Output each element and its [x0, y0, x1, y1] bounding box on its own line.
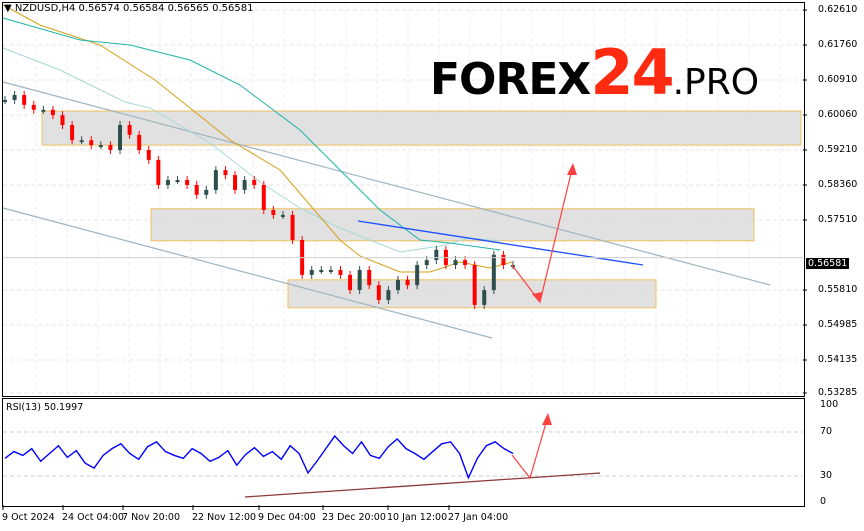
symbol-quote: NZDUSD,H4 0.56574 0.56584 0.56565 0.5658… [14, 3, 254, 14]
time-tick-label: 10 Jan 12:00 [387, 512, 448, 523]
price-tick-label: 0.53285 [818, 387, 858, 398]
candle-body [31, 104, 36, 110]
candle-body [501, 254, 506, 266]
arrowhead-icon [567, 163, 577, 175]
rsi-panel[interactable] [2, 398, 805, 507]
rsi-forecast-arrow [511, 415, 549, 480]
time-tick-label: 27 Jan 04:00 [448, 512, 509, 523]
candle-body [79, 140, 84, 143]
candle-body [434, 249, 439, 261]
candle-body [204, 189, 209, 195]
candle-body [309, 269, 314, 275]
candle-body [482, 290, 487, 305]
candle-body [41, 109, 46, 112]
arrowhead-icon [542, 413, 552, 425]
support-resistance-zone [287, 279, 657, 309]
rsi-tick-label: 30 [820, 470, 833, 481]
candle-body [12, 95, 17, 100]
candle-body [175, 180, 180, 183]
candle-body [70, 124, 75, 141]
logo-text: FOREX [430, 54, 591, 105]
candle-body [137, 134, 142, 151]
candle-body [252, 180, 257, 185]
candle-body [319, 269, 324, 272]
candle-body [463, 260, 468, 266]
candle-body [233, 175, 238, 190]
candle-body [491, 254, 496, 291]
candle-body [348, 274, 353, 291]
candle-body [118, 124, 123, 151]
channel-lower-line [2, 207, 493, 339]
channel-upper-line [2, 81, 771, 286]
price-tick-label: 0.57510 [818, 214, 858, 225]
rsi-tick-label: 70 [820, 426, 833, 437]
candle-body [127, 124, 132, 135]
price-tick-label: 0.59210 [818, 144, 858, 155]
triangle-down-icon[interactable]: ▼ [4, 3, 15, 14]
candle-body [165, 180, 170, 185]
rsi-tick-label: 0 [820, 496, 827, 507]
rsi-title: RSI(13) 50.1997 [6, 402, 84, 413]
candle-body [395, 279, 400, 291]
candle-body [367, 269, 372, 286]
logo-number: 24 [590, 36, 674, 109]
price-tick-label: 0.60060 [818, 109, 858, 120]
time-tick-label: 7 Nov 20:00 [122, 512, 181, 523]
time-tick-label: 9 Oct 2024 [2, 512, 55, 523]
candle-body [185, 180, 190, 185]
candle-body [3, 99, 7, 102]
candle-body [424, 260, 429, 266]
candle-body [376, 285, 381, 300]
candle-body [271, 210, 276, 215]
price-tick-label: 0.55810 [818, 284, 858, 295]
candle-body [98, 145, 103, 148]
logo-domain: .PRO [672, 62, 760, 103]
time-tick-label: 9 Dec 04:00 [258, 512, 316, 523]
rsi-line [4, 434, 514, 480]
moving-average-teal [2, 17, 501, 251]
candle-body [280, 214, 285, 217]
candle-body [156, 159, 161, 185]
candle-body [357, 269, 362, 291]
candle-body [386, 290, 391, 300]
candle-body [472, 265, 477, 305]
symbol-header: ▼ NZDUSD,H4 0.56574 0.56584 0.56565 0.56… [4, 3, 253, 14]
candle-body [89, 140, 94, 146]
candle-body [338, 269, 343, 275]
price-tick-label: 0.60910 [818, 74, 858, 85]
price-tick-label: 0.61760 [818, 39, 858, 50]
candle-body [50, 109, 55, 116]
price-tick-label: 0.58360 [818, 179, 858, 190]
support-resistance-zone [41, 110, 802, 146]
price-tick-label: 0.54135 [818, 354, 858, 365]
rsi-tick-label: 100 [820, 399, 839, 410]
candle-body [415, 265, 420, 286]
candle-body [405, 279, 410, 286]
candle-body [328, 269, 333, 272]
candle-body [213, 170, 218, 190]
moving-average-slow [2, 47, 501, 253]
time-tick-label: 24 Oct 04:00 [62, 512, 124, 523]
rsi-support-trendline [244, 472, 601, 498]
candle-body [194, 184, 199, 195]
candle-body [22, 95, 27, 105]
time-tick-label: 23 Dec 20:00 [322, 512, 386, 523]
candle-body [261, 184, 266, 211]
candle-body [223, 170, 228, 176]
forex24-logo: FOREX24.PRO [430, 36, 759, 109]
candle-body [290, 214, 295, 240]
arrowhead-icon [532, 292, 542, 303]
price-tick-label: 0.54985 [818, 319, 858, 330]
candle-body [242, 180, 247, 190]
candle-body [108, 145, 113, 151]
price-tick-label: 0.62610 [818, 4, 858, 15]
candle-body [60, 115, 65, 125]
candle-body [146, 150, 151, 160]
candle-body [453, 260, 458, 266]
time-tick-label: 22 Nov 12:00 [192, 512, 257, 523]
current-price-label: 0.56581 [806, 258, 850, 269]
